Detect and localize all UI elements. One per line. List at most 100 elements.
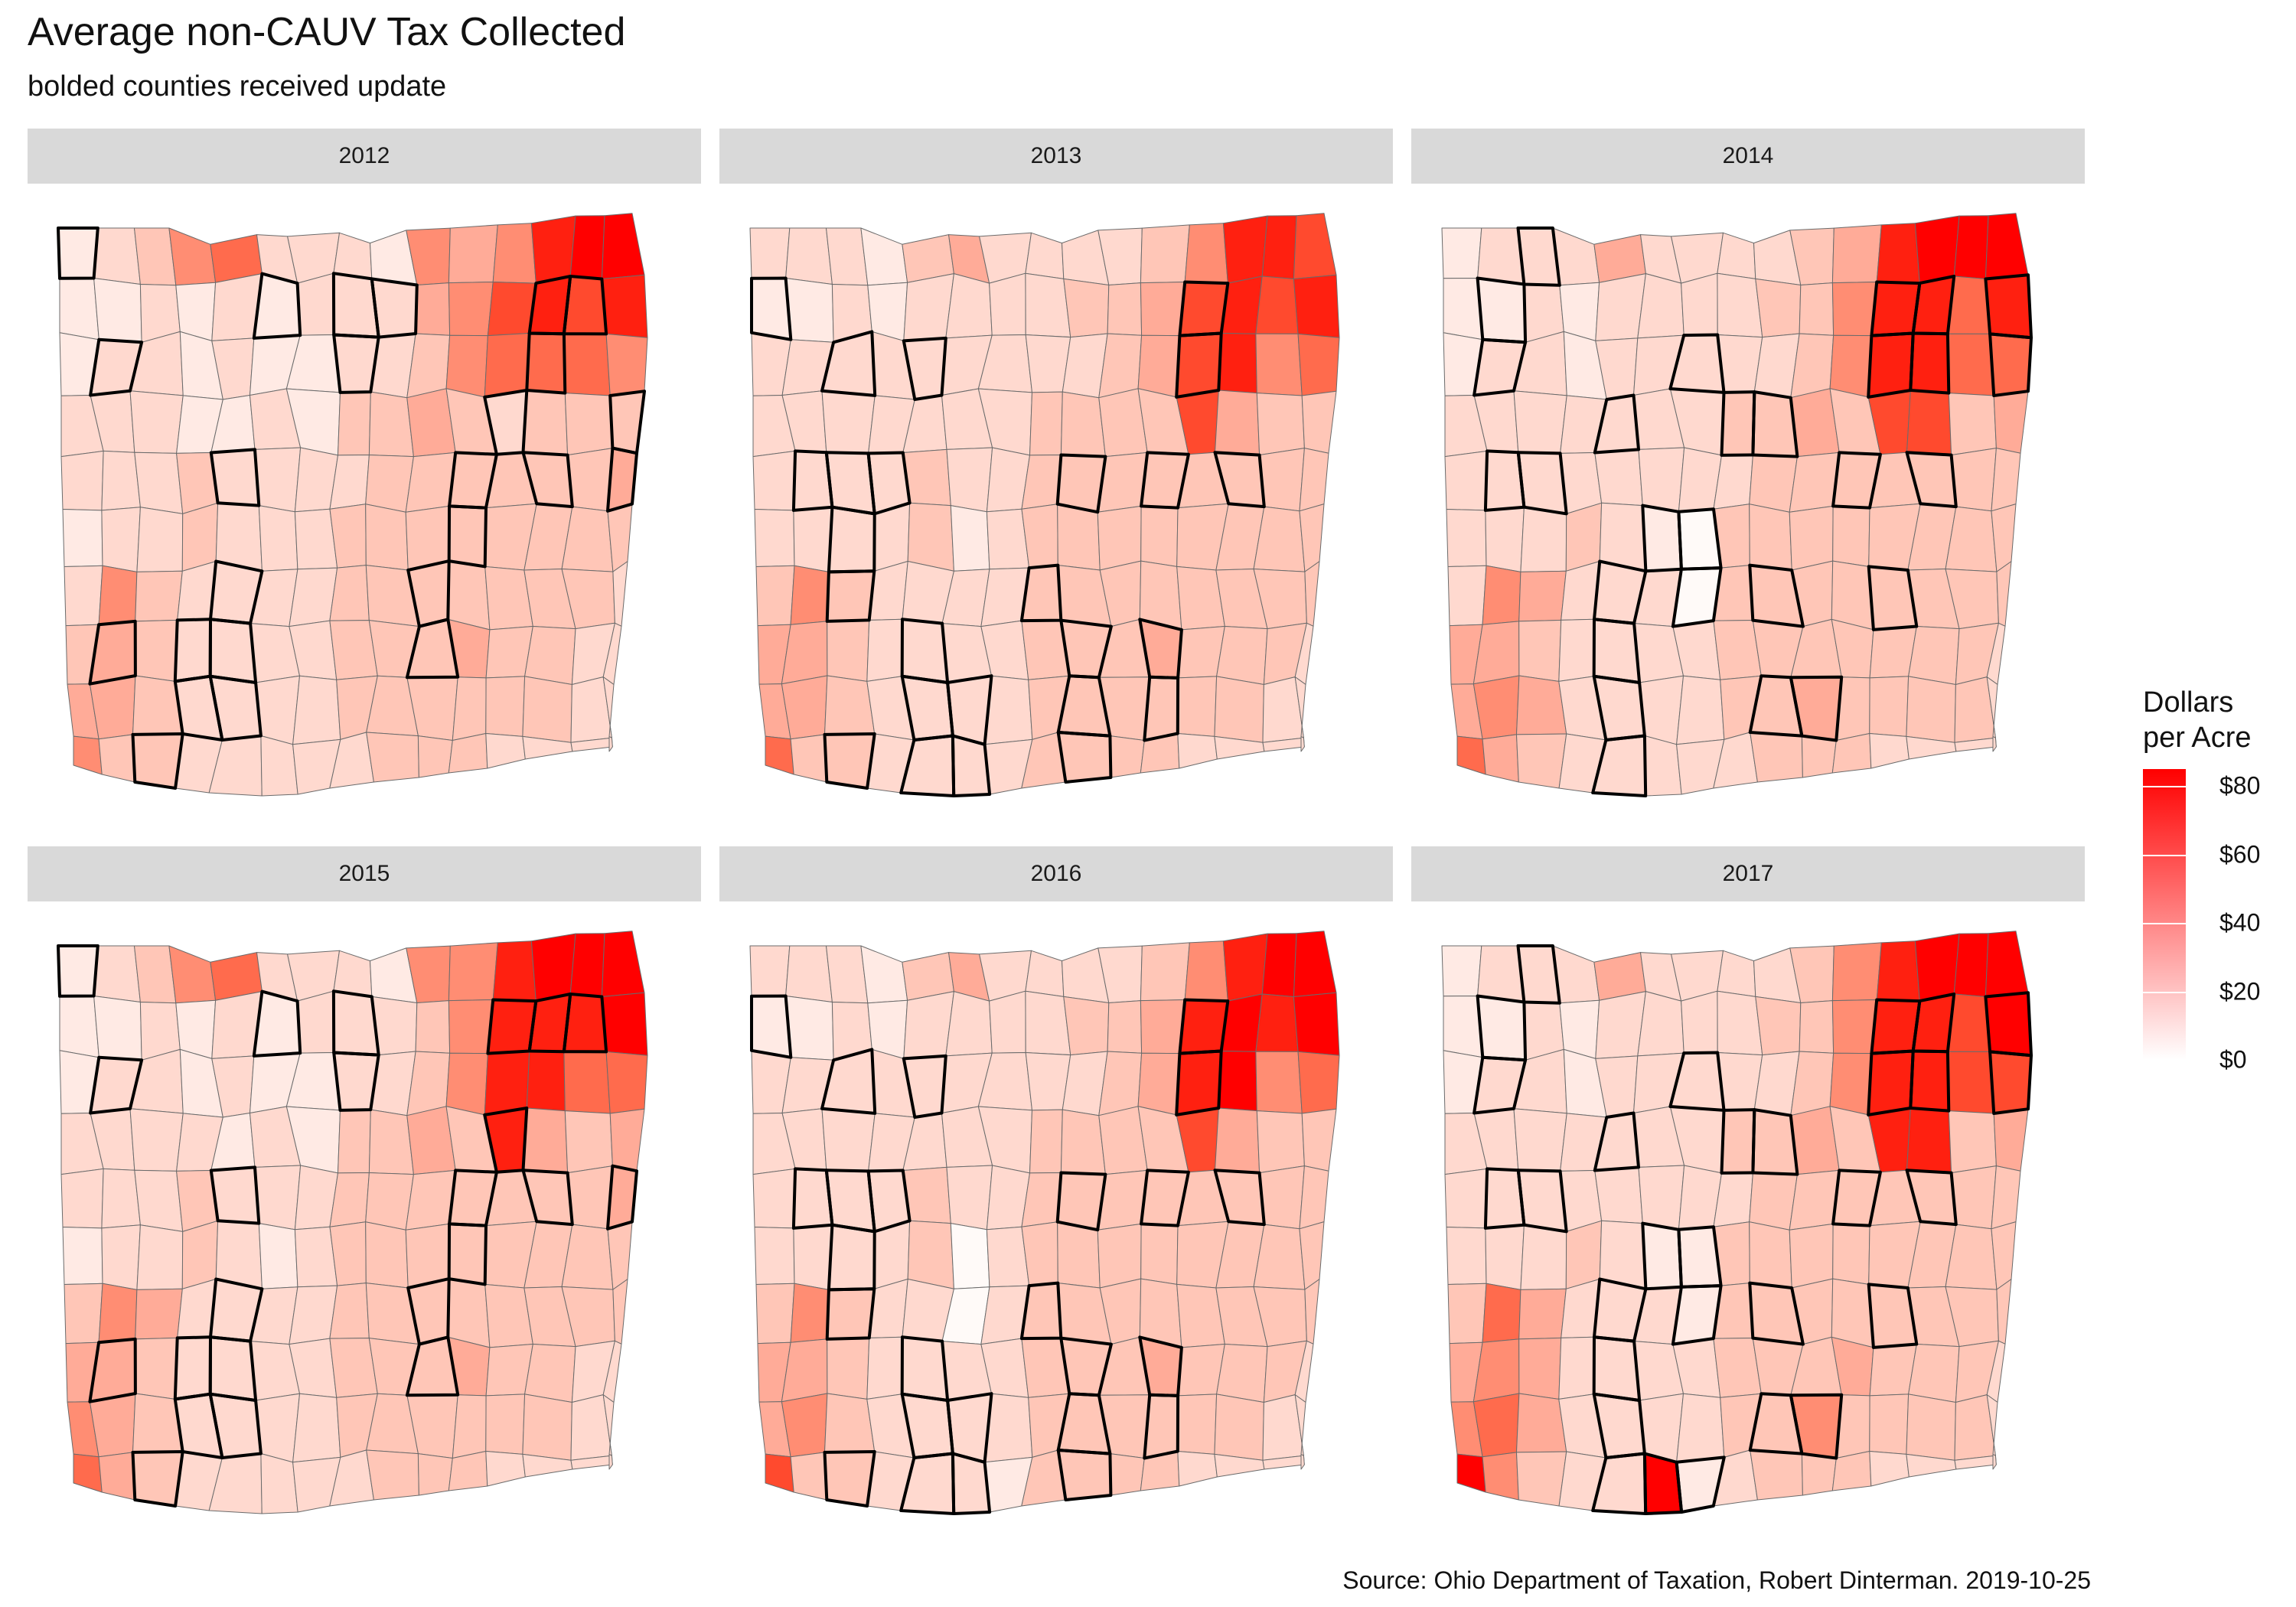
county-2014-r2c11 [1867, 333, 1914, 398]
county-2013-r7c12 [1216, 626, 1268, 685]
county-2012-r1c6 [297, 272, 334, 336]
county-2017-r3c13 [1948, 1110, 1997, 1174]
updated-county-outline-2017-r6c6 [1671, 1284, 1723, 1346]
county-2014-r2c10 [1829, 334, 1872, 398]
county-2013-r5c10 [1140, 505, 1179, 567]
county-2012-r1c1 [93, 278, 142, 343]
county-2014-r5c3 [1565, 502, 1603, 572]
county-2016-r2c11 [1176, 1051, 1222, 1116]
updated-county-outline-2015-r7c9 [405, 1335, 460, 1397]
county-2013-r4c0 [752, 450, 796, 511]
county-2015-r0c13 [569, 933, 605, 997]
updated-county-outline-2014-r3c4 [1593, 393, 1640, 455]
county-2016-r6c2 [827, 1288, 875, 1340]
county-2016-r4c0 [752, 1168, 796, 1229]
county-2015-r7c12 [524, 1344, 576, 1403]
county-2015-r9c5 [260, 1453, 298, 1514]
county-2016-r3c14 [1301, 1108, 1337, 1172]
county-2014-r0c14 [1985, 213, 2029, 279]
county-2012-r3c8 [368, 391, 414, 458]
county-2014-r1c5 [1637, 273, 1684, 339]
county-2015-r2c10 [445, 1052, 488, 1116]
county-2014-r8c6 [1676, 675, 1725, 745]
updated-county-outline-2014-r8c9 [1789, 675, 1844, 742]
county-2013-r5c5 [950, 505, 990, 572]
county-2015-r5c2 [136, 1224, 184, 1290]
updated-county-outline-2015-r7c1 [88, 1337, 137, 1403]
county-2017-r5c8 [1749, 1221, 1792, 1289]
updated-county-outline-2015-r1c13 [562, 993, 608, 1054]
updated-county-outline-2013-r1c0 [750, 276, 793, 341]
county-2013-r5c2 [828, 507, 876, 572]
county-2016-r3c7 [1029, 1109, 1063, 1174]
county-2017-r1c8 [1755, 996, 1802, 1056]
county-2017-r4c4 [1594, 1166, 1643, 1224]
county-2013-r2c14 [1297, 333, 1340, 396]
updated-county-outline-2012-r5c10 [447, 504, 488, 569]
county-2014-r6c10 [1831, 560, 1874, 631]
county-2017-r0c14 [1985, 931, 2029, 997]
county-2012-r0c7 [333, 232, 373, 279]
county-2012-r5c1 [101, 507, 141, 572]
county-2016-r1c14 [1293, 992, 1340, 1056]
county-2013-r6c1 [790, 565, 830, 625]
county-2015-r6c14 [612, 1279, 628, 1345]
chart-title: Average non-CAUV Tax Collected [28, 10, 626, 54]
county-2012-r4c1 [101, 450, 141, 511]
legend-title-line-2: per Acre [2143, 722, 2252, 754]
county-2014-r2c14 [1989, 333, 2032, 396]
updated-county-outline-2015-r1c5 [252, 989, 302, 1058]
county-2013-r5c9 [1097, 505, 1142, 571]
updated-county-outline-2015-r2c1 [89, 1055, 144, 1115]
county-2017-r7c4 [1593, 1336, 1640, 1401]
county-2013-r6c2 [827, 570, 875, 622]
updated-county-outline-2012-r0c0 [57, 227, 99, 280]
updated-county-outline-2016-r2c4 [902, 1054, 947, 1119]
county-2017-r2c13 [1947, 1051, 1994, 1114]
county-2017-r5c10 [1832, 1223, 1870, 1285]
county-2016-r0c3 [860, 945, 908, 1004]
county-2015-r2c12 [526, 1051, 566, 1112]
county-2015-r0c2 [134, 945, 177, 1004]
county-2013-r2c11 [1176, 333, 1222, 398]
updated-county-outline-2015-r4c14 [606, 1164, 638, 1231]
county-2012-r2c10 [445, 334, 488, 398]
county-2014-r9c8 [1750, 732, 1803, 783]
county-2014-r5c1 [1485, 507, 1525, 572]
updated-county-outline-2015-r9c2 [131, 1450, 184, 1508]
county-2012-r3c7 [338, 391, 371, 456]
updated-county-outline-2017-r8c9 [1789, 1393, 1844, 1460]
county-2014-r8c11 [1869, 676, 1910, 737]
county-2016-r6c1 [790, 1283, 830, 1343]
county-2013-r1c6 [989, 272, 1026, 336]
county-2016-r1c9 [1107, 1000, 1143, 1054]
county-2014-r7c4 [1593, 618, 1640, 683]
county-2013-r0c3 [860, 227, 908, 286]
county-2017-r5c5 [1642, 1223, 1682, 1289]
county-2013-r1c5 [945, 273, 993, 339]
legend-tick-mark-0 [2143, 1060, 2186, 1061]
updated-county-outline-2012-r1c13 [562, 275, 608, 336]
county-2017-r3c14 [1993, 1108, 2029, 1172]
county-2014-r9c5 [1644, 735, 1682, 797]
county-2013-r4c2 [826, 451, 876, 514]
county-2015-r6c1 [98, 1283, 138, 1343]
county-2015-r3c13 [564, 1110, 613, 1174]
county-2016-r3c12 [1215, 1107, 1261, 1174]
county-2013-r0c0 [749, 227, 791, 279]
updated-county-outline-2013-r9c5 [951, 734, 992, 797]
county-2017-r0c7 [1717, 950, 1756, 997]
updated-county-outline-2017-r3c4 [1593, 1111, 1640, 1172]
county-2012-r0c1 [93, 227, 141, 285]
county-2014-r5c8 [1749, 504, 1792, 571]
updated-county-outline-2016-r6c2 [825, 1287, 876, 1341]
county-2014-r3c2 [1513, 390, 1567, 454]
county-2012-r9c5 [260, 735, 298, 797]
updated-county-outline-2013-r8c10 [1143, 675, 1180, 742]
legend-tick-label-0: $0 [2219, 1045, 2247, 1074]
county-2015-r0c3 [168, 945, 217, 1004]
county-2014-r4c0 [1444, 450, 1488, 511]
county-2016-r5c5 [950, 1223, 990, 1289]
county-2015-r2c13 [563, 1051, 611, 1114]
facet-strip-2017: 2017 [1411, 846, 2085, 901]
